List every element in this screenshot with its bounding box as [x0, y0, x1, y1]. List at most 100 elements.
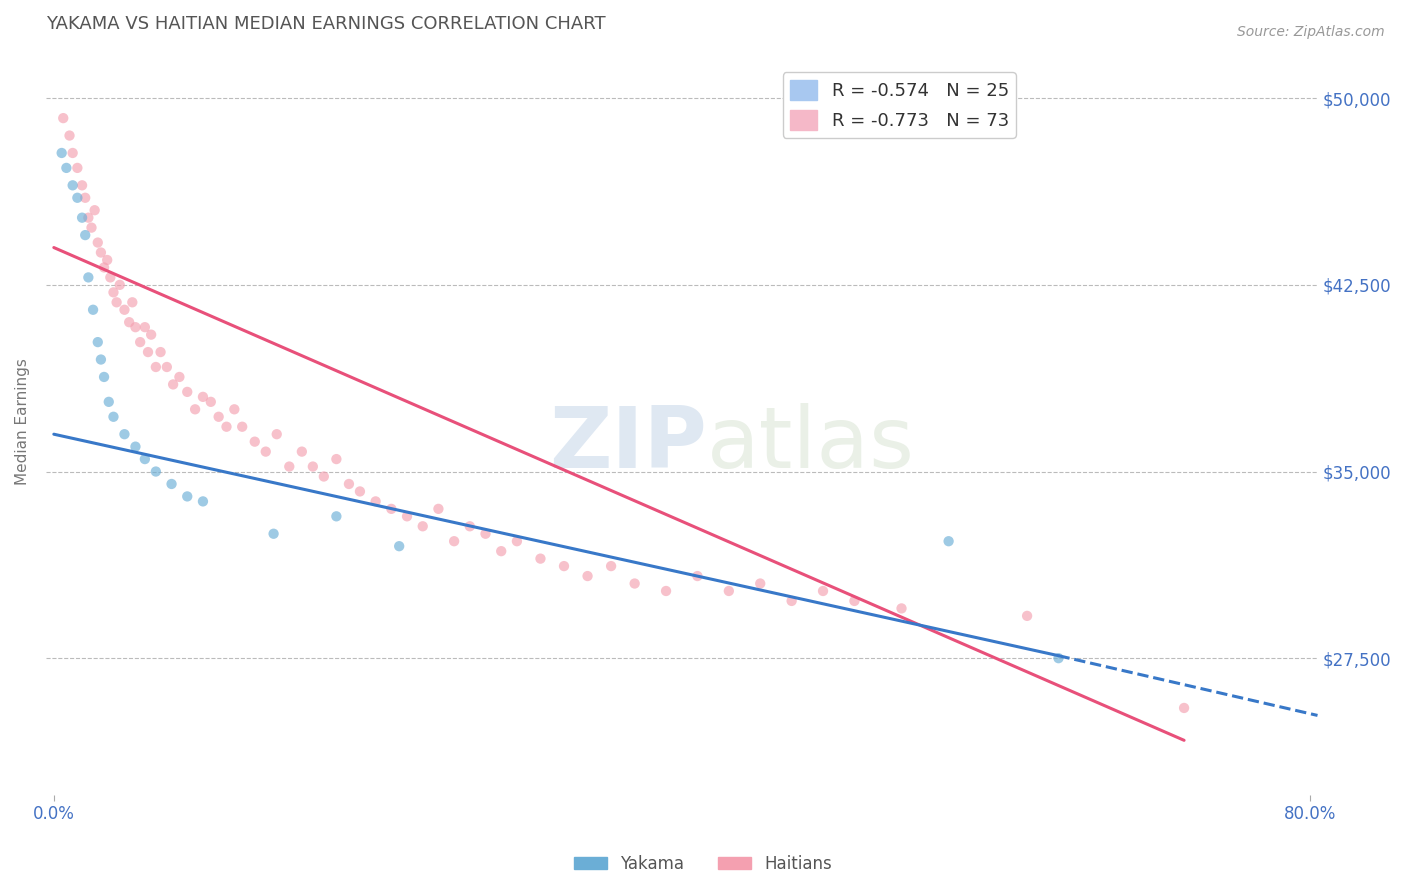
Point: [191, 494, 214, 508]
Point: [176, 490, 198, 504]
Point: [427, 501, 450, 516]
Point: [844, 594, 866, 608]
Point: [87, 335, 110, 350]
Point: [141, 327, 163, 342]
Point: [474, 526, 496, 541]
Point: [302, 459, 325, 474]
Point: [811, 584, 834, 599]
Point: [105, 295, 128, 310]
Point: [489, 544, 512, 558]
Point: [176, 384, 198, 399]
Point: [108, 277, 131, 292]
Point: [55, 161, 77, 175]
Point: [114, 302, 136, 317]
Point: [80, 220, 103, 235]
Point: [121, 295, 143, 310]
Point: [266, 427, 288, 442]
Point: [97, 394, 120, 409]
Point: [129, 335, 152, 350]
Point: [337, 477, 360, 491]
Point: [93, 260, 115, 275]
Point: [325, 452, 347, 467]
Point: [215, 419, 238, 434]
Point: [58, 128, 80, 143]
Point: [118, 315, 141, 329]
Point: [145, 465, 167, 479]
Point: [70, 178, 93, 193]
Point: [66, 161, 89, 175]
Text: ZIP: ZIP: [550, 402, 707, 485]
Point: [83, 203, 105, 218]
Point: [231, 419, 253, 434]
Point: [160, 477, 183, 491]
Point: [75, 228, 97, 243]
Point: [93, 370, 115, 384]
Point: [103, 409, 125, 424]
Point: [380, 501, 402, 516]
Point: [51, 145, 73, 160]
Point: [412, 519, 434, 533]
Point: [62, 145, 84, 160]
Point: [623, 576, 645, 591]
Point: [780, 594, 803, 608]
Point: [576, 569, 599, 583]
Point: [75, 191, 97, 205]
Point: [52, 111, 75, 125]
Point: [443, 534, 465, 549]
Point: [134, 320, 156, 334]
Point: [184, 402, 207, 417]
Text: YAKAMA VS HAITIAN MEDIAN EARNINGS CORRELATION CHART: YAKAMA VS HAITIAN MEDIAN EARNINGS CORREL…: [46, 15, 606, 33]
Point: [145, 359, 167, 374]
Point: [169, 370, 191, 384]
Point: [278, 459, 301, 474]
Point: [62, 178, 84, 193]
Point: [529, 551, 551, 566]
Point: [70, 211, 93, 225]
Point: [325, 509, 347, 524]
Point: [149, 345, 172, 359]
Point: [191, 390, 214, 404]
Text: Source: ZipAtlas.com: Source: ZipAtlas.com: [1237, 25, 1385, 39]
Point: [162, 377, 184, 392]
Legend: Yakama, Haitians: Yakama, Haitians: [567, 848, 839, 880]
Point: [291, 444, 314, 458]
Legend: R = -0.574   N = 25, R = -0.773   N = 73: R = -0.574 N = 25, R = -0.773 N = 73: [783, 72, 1017, 137]
Point: [686, 569, 709, 583]
Point: [243, 434, 266, 449]
Y-axis label: Median Earnings: Median Earnings: [15, 359, 30, 485]
Point: [124, 320, 146, 334]
Point: [103, 285, 125, 300]
Point: [96, 252, 118, 267]
Point: [553, 559, 575, 574]
Point: [90, 352, 112, 367]
Point: [1047, 651, 1070, 665]
Point: [717, 584, 740, 599]
Point: [82, 302, 104, 317]
Point: [87, 235, 110, 250]
Point: [312, 469, 335, 483]
Point: [890, 601, 912, 615]
Point: [124, 440, 146, 454]
Point: [506, 534, 529, 549]
Point: [156, 359, 179, 374]
Point: [90, 245, 112, 260]
Point: [388, 539, 411, 553]
Point: [1173, 701, 1195, 715]
Point: [395, 509, 418, 524]
Point: [364, 494, 387, 508]
Point: [136, 345, 159, 359]
Point: [749, 576, 772, 591]
Point: [77, 270, 100, 285]
Point: [66, 191, 89, 205]
Text: atlas: atlas: [707, 402, 915, 485]
Point: [254, 444, 277, 458]
Point: [224, 402, 246, 417]
Point: [349, 484, 371, 499]
Point: [655, 584, 678, 599]
Point: [98, 270, 121, 285]
Point: [600, 559, 623, 574]
Point: [114, 427, 136, 442]
Point: [458, 519, 481, 533]
Point: [77, 211, 100, 225]
Point: [134, 452, 156, 467]
